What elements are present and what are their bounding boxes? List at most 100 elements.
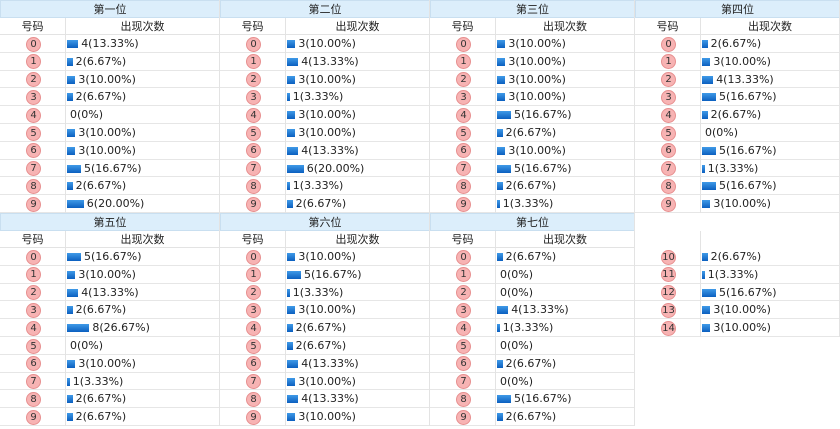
col-header: 号码 — [0, 18, 65, 35]
table-row — [635, 266, 840, 284]
count-label: 2(6.67%) — [75, 54, 127, 68]
table-row — [0, 301, 220, 320]
number-ball: 8 — [661, 178, 676, 194]
count-bar — [287, 253, 296, 261]
number-ball: 1 — [246, 267, 261, 283]
number-ball: 0 — [456, 249, 471, 265]
count-bar — [287, 75, 296, 84]
table-row — [0, 266, 220, 284]
number-ball: 6 — [26, 356, 41, 372]
col-header: 号码 — [220, 18, 285, 35]
table-row — [430, 71, 635, 89]
count-bar — [497, 182, 503, 191]
count-label: 3(10.00%) — [713, 197, 771, 211]
number-ball: 7 — [26, 161, 41, 177]
number-ball: 5 — [456, 125, 471, 141]
table-row — [430, 177, 635, 196]
number-ball: 0 — [456, 36, 471, 52]
number-ball: 4 — [246, 107, 261, 123]
number-ball: 1 — [26, 267, 41, 283]
number-ball: 6 — [456, 356, 471, 372]
count-label: 2(6.67%) — [295, 339, 347, 352]
count-bar — [287, 93, 290, 102]
count-label: 4(13.33%) — [511, 303, 569, 317]
number-ball: 4 — [661, 107, 676, 123]
number-ball: 10 — [661, 249, 676, 265]
count-label: 5(16.67%) — [514, 108, 572, 122]
number-ball: 3 — [26, 302, 41, 318]
panel-separator — [634, 213, 635, 426]
table-row — [635, 248, 840, 266]
count-bar — [287, 413, 296, 422]
count-label: 3(10.00%) — [298, 410, 356, 424]
count-bar — [67, 288, 79, 297]
panel-title: 第三位 — [430, 0, 635, 18]
table-row — [0, 177, 220, 196]
table-row — [430, 337, 635, 355]
table-row — [220, 301, 430, 320]
table-row — [220, 35, 430, 53]
count-bar — [67, 413, 73, 422]
table-row — [0, 390, 220, 409]
count-label: 3(10.00%) — [298, 374, 356, 388]
table-row — [0, 88, 220, 107]
number-ball: 1 — [661, 54, 676, 70]
table-row — [220, 53, 430, 71]
count-bar — [497, 306, 509, 315]
count-label: 0(0%) — [70, 108, 104, 122]
table-row — [430, 248, 635, 266]
table-row — [220, 142, 430, 160]
number-ball: 0 — [246, 249, 261, 265]
number-ball: 6 — [456, 143, 471, 159]
number-ball: 7 — [246, 161, 261, 177]
column-separator — [495, 18, 496, 213]
number-ball: 9 — [26, 196, 41, 212]
number-ball: 4 — [26, 320, 41, 336]
count-bar — [67, 182, 73, 191]
count-label: 2(6.67%) — [710, 250, 762, 263]
table-row — [0, 106, 220, 124]
count-bar — [702, 40, 708, 48]
number-ball: 4 — [26, 107, 41, 123]
table-row — [430, 390, 635, 409]
count-bar — [702, 288, 716, 297]
col-header: 号码 — [635, 18, 700, 35]
count-bar — [67, 93, 73, 102]
table-row — [430, 355, 635, 373]
count-label: 5(16.67%) — [514, 392, 572, 406]
count-label: 8(26.67%) — [92, 321, 150, 335]
count-label: 1(3.33%) — [72, 374, 124, 388]
table-row — [0, 284, 220, 302]
table-row — [0, 355, 220, 373]
count-bar — [67, 395, 73, 404]
table-row — [430, 53, 635, 71]
table-row — [430, 106, 635, 124]
number-ball: 6 — [26, 143, 41, 159]
number-ball: 13 — [661, 302, 676, 318]
number-ball: 8 — [26, 178, 41, 194]
count-label: 2(6.67%) — [505, 250, 557, 263]
count-bar — [702, 75, 714, 84]
col-header: 出现次数 — [495, 18, 635, 35]
table-row — [635, 88, 840, 107]
table-row — [0, 124, 220, 142]
table-row — [0, 408, 220, 426]
count-bar — [287, 288, 290, 297]
number-ball: 12 — [661, 285, 676, 301]
number-ball: 1 — [456, 54, 471, 70]
count-label: 4(13.33%) — [301, 356, 359, 370]
count-bar — [497, 253, 503, 261]
count-label: 5(16.67%) — [719, 179, 777, 193]
count-bar — [702, 164, 705, 173]
number-ball: 7 — [26, 374, 41, 390]
count-label: 5(16.67%) — [84, 161, 142, 175]
table-row — [220, 124, 430, 142]
count-label: 5(16.67%) — [719, 143, 777, 157]
count-bar — [67, 40, 79, 48]
table-row — [0, 71, 220, 89]
count-label: 3(10.00%) — [713, 54, 771, 68]
number-ball: 5 — [26, 338, 41, 354]
count-label: 0(0%) — [500, 285, 534, 299]
number-ball: 6 — [246, 356, 261, 372]
